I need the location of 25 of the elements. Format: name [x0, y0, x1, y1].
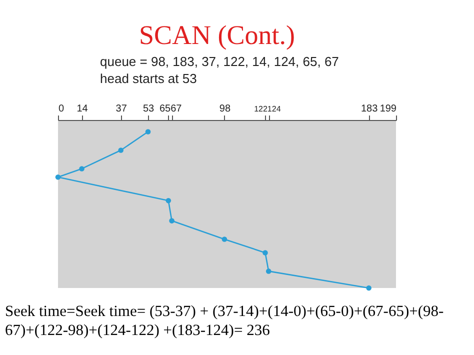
x-tick-label: 37: [116, 104, 128, 114]
point: [55, 174, 61, 180]
text: Seek time=Seek time= (53-37) + (37-14)+(14-0)+(65-0)+(67-65)+(98- 67)+(122-98)+(124-122) +(183-124)= 236: [5, 303, 444, 339]
point: [118, 148, 124, 153]
text: queue = 98, 183, 37, 122, 14, 124, 65, 67: [100, 54, 339, 69]
x-tick-label: 67: [170, 104, 182, 114]
point: [266, 268, 272, 274]
point: [262, 250, 268, 256]
x-tick-label: 122: [254, 104, 268, 114]
x-tick-label: 0: [58, 104, 64, 114]
chart-title: SCAN (Cont.): [138, 20, 296, 50]
x-tick-label: 98: [219, 104, 231, 114]
x-tick-label: 53: [142, 104, 155, 114]
text: head starts at 53: [100, 71, 197, 86]
x-tick-label: 183: [360, 104, 378, 114]
point: [222, 236, 228, 242]
point: [169, 218, 174, 224]
x-tick-label: 14: [76, 104, 88, 114]
point: [166, 198, 172, 204]
x-tick-label: 65: [159, 104, 172, 114]
point: [366, 285, 372, 291]
point: [79, 166, 84, 172]
point: [145, 129, 151, 134]
x-tick-label: 124: [267, 104, 282, 114]
x-tick-label: 199: [380, 104, 397, 114]
